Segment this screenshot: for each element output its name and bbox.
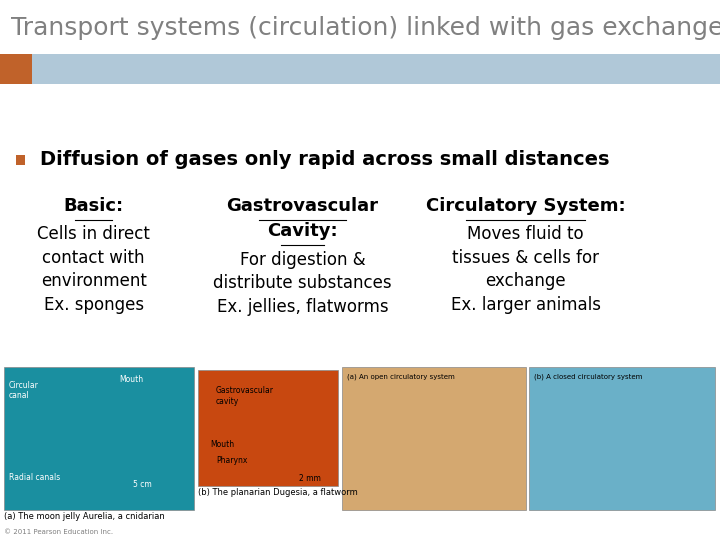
Text: Moves fluid to
tissues & cells for
exchange
Ex. larger animals: Moves fluid to tissues & cells for excha…	[451, 225, 600, 314]
Text: Gastrovascular
cavity: Gastrovascular cavity	[216, 386, 274, 406]
FancyBboxPatch shape	[342, 367, 526, 510]
Text: Radial canals: Radial canals	[9, 472, 60, 482]
FancyBboxPatch shape	[4, 367, 194, 510]
Text: Diffusion of gases only rapid across small distances: Diffusion of gases only rapid across sma…	[40, 150, 609, 169]
Text: (b) A closed circulatory system: (b) A closed circulatory system	[534, 374, 643, 380]
Text: Circular
canal: Circular canal	[9, 381, 38, 400]
Text: Cells in direct
contact with
environment
Ex. sponges: Cells in direct contact with environment…	[37, 225, 150, 314]
Text: Transport systems (circulation) linked with gas exchange (respiration): Transport systems (circulation) linked w…	[11, 16, 720, 40]
Text: (b) The planarian Dugesia, a flatworm: (b) The planarian Dugesia, a flatworm	[198, 488, 358, 497]
Text: Cavity:: Cavity:	[267, 222, 338, 240]
Text: Gastrovascular: Gastrovascular	[226, 197, 379, 215]
Text: Pharynx: Pharynx	[216, 456, 248, 465]
Text: For digestion &
distribute substances
Ex. jellies, flatworms: For digestion & distribute substances Ex…	[213, 251, 392, 316]
Text: Mouth: Mouth	[119, 375, 143, 384]
Text: 2 mm: 2 mm	[299, 474, 320, 483]
FancyBboxPatch shape	[529, 367, 715, 510]
Text: Circulatory System:: Circulatory System:	[426, 197, 626, 215]
Text: © 2011 Pearson Education Inc.: © 2011 Pearson Education Inc.	[4, 529, 113, 535]
Text: (a) An open circulatory system: (a) An open circulatory system	[347, 374, 455, 380]
Text: (a) The moon jelly Aurelia, a cnidarian: (a) The moon jelly Aurelia, a cnidarian	[4, 512, 164, 521]
FancyBboxPatch shape	[16, 155, 25, 165]
Text: 5 cm: 5 cm	[133, 480, 152, 489]
Text: Basic:: Basic:	[63, 197, 124, 215]
Text: Mouth: Mouth	[210, 440, 235, 449]
FancyBboxPatch shape	[198, 370, 338, 486]
